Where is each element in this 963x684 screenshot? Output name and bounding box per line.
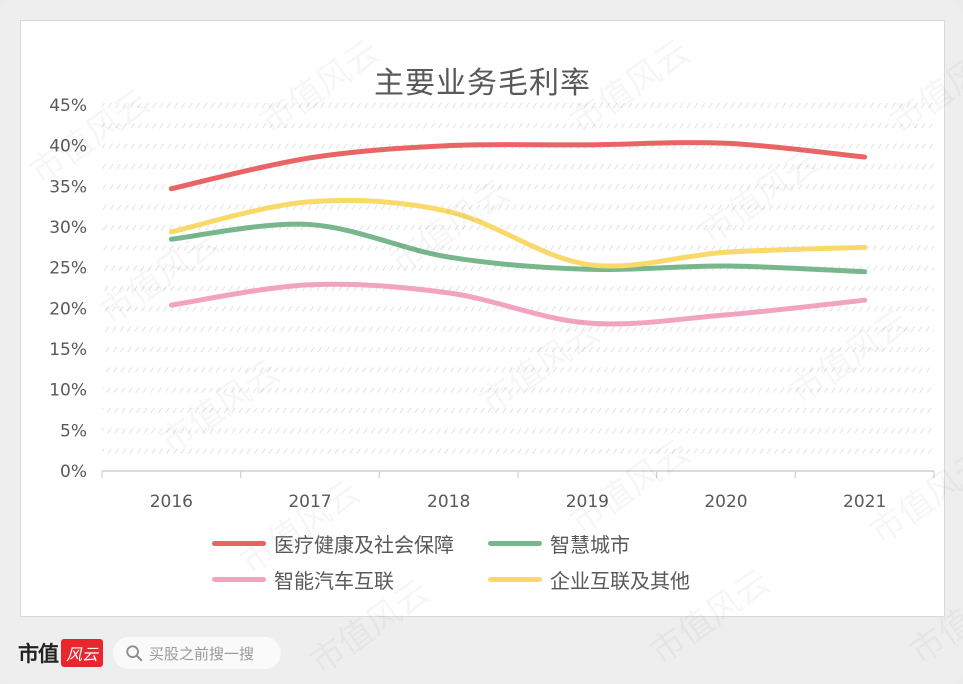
legend-label: 医疗健康及社会保障	[274, 532, 454, 557]
legend-swatch-green	[488, 540, 542, 546]
x-tick-label: 2019	[566, 492, 609, 512]
legend-item-enterprise[interactable]: 企业互联及其他	[488, 566, 732, 593]
brand-logo-badge[interactable]: 风云	[61, 639, 104, 667]
gridlines	[102, 103, 934, 454]
legend-swatch-red	[212, 540, 266, 546]
legend-item-healthcare[interactable]: 医疗健康及社会保障	[212, 530, 488, 557]
x-axis: 2016 2017 2018 2019 2020 2021	[101, 470, 935, 512]
x-tick-label: 2017	[288, 492, 331, 512]
x-tick-label: 2020	[704, 492, 747, 512]
gridline	[102, 204, 934, 210]
search-box[interactable]: 买股之前搜一搜	[113, 637, 282, 669]
gridline	[102, 103, 934, 108]
legend-label: 智能汽车互联	[274, 568, 394, 593]
gridline	[102, 245, 934, 251]
legend-item-smart-city[interactable]: 智慧城市	[488, 530, 732, 557]
series-lines	[168, 140, 868, 327]
series-line	[168, 197, 868, 269]
x-tick-label: 2021	[843, 492, 886, 512]
legend-swatch-pink	[212, 576, 266, 582]
y-tick-label: 45%	[49, 96, 87, 116]
legend-label: 企业互联及其他	[550, 568, 690, 593]
gridline	[102, 225, 934, 230]
x-tick-label: 2018	[427, 492, 470, 512]
chart-title: 主要业务毛利率	[374, 66, 591, 101]
gridline	[102, 164, 934, 169]
y-tick-label: 20%	[49, 299, 87, 319]
gridline	[102, 123, 934, 129]
gridline	[102, 408, 934, 413]
footer-bar: 市值 风云 买股之前搜一搜	[18, 636, 282, 670]
legend-label: 智慧城市	[550, 532, 630, 557]
search-placeholder: 买股之前搜一搜	[149, 644, 255, 663]
x-tick-label: 2016	[150, 492, 193, 512]
y-tick-label: 30%	[49, 218, 87, 238]
y-tick-label: 0%	[60, 462, 87, 482]
gridline	[102, 265, 934, 271]
series-line	[168, 281, 868, 327]
gridline	[102, 326, 934, 332]
y-tick-label: 5%	[60, 421, 87, 441]
gridline	[102, 184, 934, 190]
series-line	[168, 221, 868, 275]
series-line	[168, 140, 868, 192]
y-tick-label: 40%	[49, 137, 87, 157]
chart-legend: 医疗健康及社会保障 智慧城市 智能汽车互联 企业互联及其他	[212, 530, 732, 593]
brand-logo-text[interactable]: 市值	[18, 641, 59, 666]
gridline	[102, 286, 934, 291]
y-tick-label: 35%	[49, 177, 87, 197]
gridline	[102, 347, 934, 352]
chart-card: 主要业务毛利率	[20, 20, 945, 617]
gridline	[102, 428, 934, 434]
legend-swatch-yellow	[488, 576, 542, 582]
y-axis: 0% 5% 10% 15% 20% 25% 30% 35% 40% 45%	[49, 96, 87, 482]
gridline	[102, 367, 934, 373]
search-icon	[126, 645, 143, 662]
y-tick-label: 10%	[49, 381, 87, 401]
legend-item-smart-car[interactable]: 智能汽车互联	[212, 566, 488, 593]
gridline	[102, 387, 934, 393]
y-tick-label: 15%	[49, 340, 87, 360]
y-tick-label: 25%	[49, 259, 87, 279]
gridline	[102, 448, 934, 454]
